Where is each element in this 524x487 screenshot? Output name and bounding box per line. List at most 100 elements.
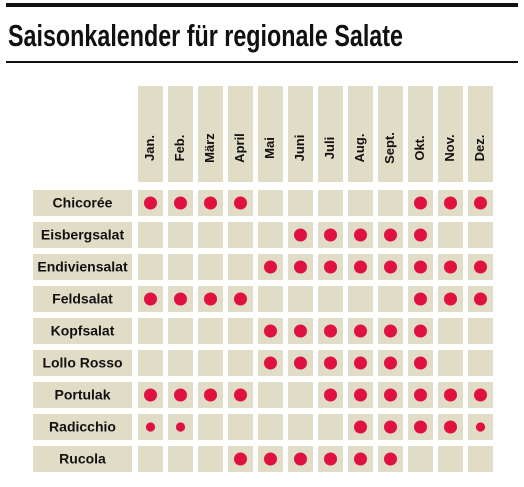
- cell: [258, 382, 283, 408]
- dot: [144, 388, 157, 402]
- row-label-cell: [33, 414, 132, 440]
- cell: [228, 318, 253, 344]
- dot: [414, 324, 427, 338]
- cell: [288, 414, 313, 440]
- month-label: Dez.: [472, 135, 487, 162]
- dot: [414, 292, 427, 306]
- dot: [414, 228, 427, 242]
- cell: [168, 318, 193, 344]
- dot: [204, 388, 217, 402]
- cell: [378, 190, 403, 216]
- dot: [354, 356, 367, 370]
- dot: [384, 452, 397, 466]
- dot: [354, 388, 367, 402]
- cell: [258, 222, 283, 248]
- cell: [228, 350, 253, 376]
- dot: [354, 452, 367, 466]
- header-cell: [288, 86, 313, 182]
- dot: [384, 388, 397, 402]
- dot: [444, 388, 457, 402]
- cell: [168, 254, 193, 280]
- dot: [174, 196, 187, 210]
- dot: [264, 452, 277, 466]
- dot: [204, 292, 217, 306]
- cell: [138, 350, 163, 376]
- dot: [175, 422, 186, 432]
- month-label: Jan.: [142, 135, 157, 161]
- month-label: Sept.: [382, 132, 397, 164]
- header-cell: [378, 86, 403, 182]
- dot: [444, 420, 457, 434]
- cell: [438, 350, 463, 376]
- dot: [144, 292, 157, 306]
- month-label: Aug.: [352, 134, 367, 163]
- cell: [348, 286, 373, 312]
- dot: [414, 196, 427, 210]
- dot: [354, 260, 367, 274]
- dot: [324, 324, 337, 338]
- row-label-cell: [33, 318, 132, 344]
- dot: [234, 292, 247, 306]
- header-cell: [468, 86, 493, 182]
- dot: [294, 356, 307, 370]
- row-label-cell: [33, 190, 132, 216]
- dot: [294, 228, 307, 242]
- row-label-cell: [33, 382, 132, 408]
- cell: [288, 382, 313, 408]
- row-label: Portulak: [54, 387, 110, 403]
- cell: [228, 254, 253, 280]
- dot: [414, 420, 427, 434]
- cell: [318, 414, 343, 440]
- header-cell: [228, 86, 253, 182]
- dot: [354, 420, 367, 434]
- cell: [258, 414, 283, 440]
- dot: [324, 356, 337, 370]
- chart-title: Saisonkalender für regionale Salate: [8, 18, 403, 53]
- row-label-cell: [33, 286, 132, 312]
- cell: [408, 446, 433, 472]
- dot: [444, 260, 457, 274]
- dot: [264, 356, 277, 370]
- month-label: Okt.: [412, 135, 427, 160]
- cell: [468, 318, 493, 344]
- dot: [204, 196, 217, 210]
- dot: [324, 228, 337, 242]
- dot: [384, 228, 397, 242]
- month-label: April: [232, 133, 247, 163]
- header-cell: [408, 86, 433, 182]
- row-label-cell: [33, 222, 132, 248]
- dot: [145, 422, 156, 432]
- dot: [414, 260, 427, 274]
- dot: [474, 388, 487, 402]
- cell: [468, 446, 493, 472]
- row-label-cell: [33, 350, 132, 376]
- month-label: Juni: [292, 135, 307, 162]
- dot: [234, 388, 247, 402]
- dot: [324, 452, 337, 466]
- cell: [138, 446, 163, 472]
- dot: [414, 388, 427, 402]
- dot: [294, 324, 307, 338]
- cell: [258, 286, 283, 312]
- dot: [384, 260, 397, 274]
- dot: [474, 196, 487, 210]
- dot: [234, 196, 247, 210]
- header-cell: [198, 86, 223, 182]
- top-rule: [6, 3, 518, 7]
- dot: [384, 324, 397, 338]
- dot: [474, 260, 487, 274]
- header-cell: [258, 86, 283, 182]
- dot: [414, 356, 427, 370]
- cell: [198, 446, 223, 472]
- dot: [144, 196, 157, 210]
- dot: [264, 324, 277, 338]
- cell: [168, 446, 193, 472]
- dot: [324, 388, 337, 402]
- cell: [288, 190, 313, 216]
- row-label: Endiviensalat: [37, 259, 128, 275]
- dot: [474, 292, 487, 306]
- dot: [384, 420, 397, 434]
- dot: [174, 292, 187, 306]
- dot: [294, 452, 307, 466]
